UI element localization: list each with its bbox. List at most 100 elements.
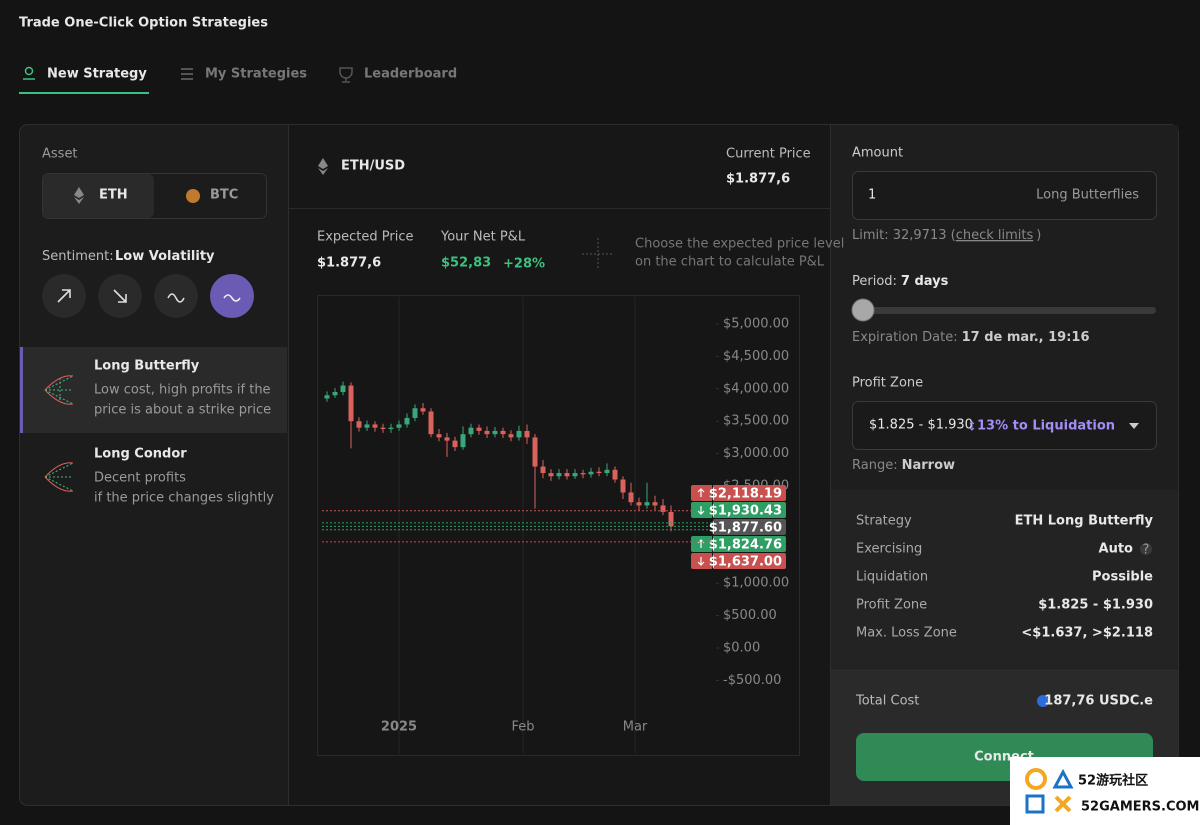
icon [167,293,185,303]
candle-body [348,385,354,422]
summary-label: Strategy [856,514,912,529]
candle-body [564,473,570,477]
y-tick-label: $1,000.00 [723,576,789,591]
direction-icon [697,506,705,515]
slider-knob[interactable] [851,298,875,322]
y-tick-label: $3,500.00 [723,414,789,429]
x-tick-label: Mar [623,720,648,735]
usdc-icon [1037,695,1049,707]
watermark-logo [1052,768,1074,789]
candle-body [452,440,458,448]
total: 187,76 USDC.e [1044,694,1153,709]
strategy-icon [44,462,74,492]
amount: 1 [868,188,876,203]
candle-body [604,469,610,474]
candle-body [340,385,346,393]
price-badge [691,536,786,552]
candle-body [644,502,650,506]
strategy-selected[interactable] [20,347,287,433]
slider-track [852,307,1156,314]
strategy-name[interactable]: Long Condor [94,447,187,462]
candle-body [636,502,642,506]
amount-input[interactable] [852,171,1157,220]
sentiment-button-selected[interactable] [210,274,254,318]
amount-unit: Long Butterflies [1036,188,1139,203]
expiration: Expiration Date: 17 de mar., 19:16 [852,330,1090,345]
price-label: $2,118.19 [709,487,782,502]
tab-underline [19,92,149,94]
summary-label: Profit Zone [856,598,927,613]
asset-option[interactable]: ETH [99,188,128,203]
tab[interactable]: Leaderboard [364,67,457,82]
candle-body [468,427,474,435]
summary-label: Exercising [856,542,922,557]
price-label: $1,637.00 [709,555,782,570]
watermark [1010,757,1200,825]
x-tick-label: 2025 [381,720,417,735]
y-tick-label: $500.00 [723,608,777,623]
candle-body [396,424,402,428]
candle-body [556,473,562,477]
value: 17 de mar., 19:16 [962,330,1090,345]
candle-body [652,502,658,506]
candle-body [540,466,546,474]
summary-label: Max. Loss Zone [856,626,957,641]
candle-body [476,427,482,431]
candle-body [620,479,626,493]
icon [113,289,127,303]
eth-icon [74,187,84,204]
tab-icon [181,68,193,80]
strategy-icon [44,375,74,405]
page-title: Trade One-Click Option Strategies [19,16,268,31]
icon [969,421,975,431]
summary-rows: Strategy ETH Long Butterfly Exercising Auto… [856,514,1154,641]
link[interactable]: check limits [956,228,1034,243]
candle-body [380,427,386,429]
tab[interactable]: New Strategy [47,67,147,82]
current-price: $1.877,6 [726,172,790,187]
summary-value: Possible [1092,570,1153,585]
candle-body [332,392,338,396]
candle-body [356,421,362,428]
candle-body [572,473,578,477]
limit: Limit: 32,9713 (check limits) [852,228,1041,243]
direction-icon [697,488,705,497]
help-icon[interactable] [1140,543,1152,555]
y-tick-label: -$500.00 [723,673,781,688]
price-label: $1,877.60 [709,521,782,536]
limit: ) [1036,228,1041,243]
asset-selected[interactable] [43,174,154,218]
candle-body [596,471,602,474]
label: Period: [852,274,897,289]
y-tick-label: $5,000.00 [723,316,789,331]
candle-body [508,434,514,438]
price-label: $1,930.43 [709,504,782,519]
y-tick-label: $0.00 [723,641,760,656]
candle-body [412,408,418,418]
y-tick-label: $4,000.00 [723,381,789,396]
profit-zone: $1.825 - $1.930 [869,418,973,433]
caret [1129,423,1139,429]
candle-body [324,395,330,399]
sentiment-button[interactable] [154,274,198,318]
profit-zone-select[interactable] [852,401,1157,450]
price-label: $1,824.76 [709,538,782,553]
candle-body [444,437,450,441]
price-badge [713,519,786,535]
price-badge [691,553,786,569]
value: Low Volatility [115,249,215,264]
candle-body [492,430,498,435]
tab[interactable]: My Strategies [205,67,307,82]
selected-bar [20,347,23,433]
icon [223,294,241,302]
strategy-desc: Decent profits [94,471,186,486]
watermark-logo [1054,795,1072,813]
label: Range: [852,458,898,473]
asset-option[interactable]: BTC [210,188,238,203]
chart: 2025 Feb Mar $5,000.00 $4,500.00 $4,000.00 $3,… [322,297,789,754]
pair: ETH/USD [341,159,405,174]
candle-body [532,437,538,467]
value: Narrow [902,458,955,473]
strategy-desc: Low cost, high profits if the [94,383,271,398]
expected-price: $1.877,6 [317,256,381,271]
